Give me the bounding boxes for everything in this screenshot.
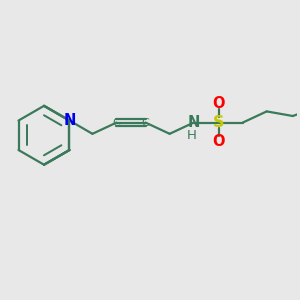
Text: C: C: [142, 118, 149, 128]
Text: H: H: [187, 129, 197, 142]
Text: N: N: [63, 113, 76, 128]
Text: S: S: [213, 115, 225, 130]
Text: O: O: [213, 96, 225, 111]
Text: O: O: [213, 134, 225, 149]
Text: N: N: [188, 115, 200, 130]
Text: C: C: [112, 118, 120, 128]
